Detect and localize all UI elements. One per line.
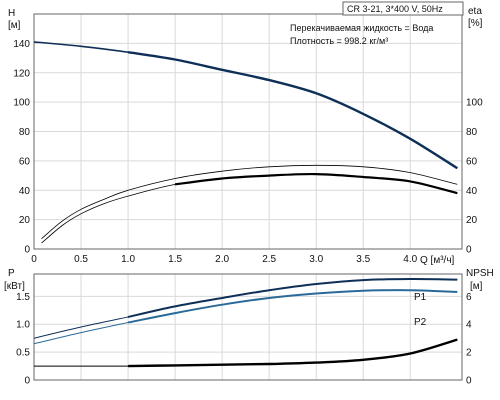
top-left-tick-label: 140 <box>13 39 30 50</box>
series-line-eta_upper <box>41 164 458 240</box>
x-tick-label: 4.0 <box>403 254 417 265</box>
top-left-tick-label: 60 <box>19 156 31 167</box>
series-line-head <box>33 41 458 169</box>
series-label-p1: P1 <box>414 292 427 303</box>
top-left-tick-label: 120 <box>13 68 30 79</box>
bottom-plot-frame <box>33 273 463 381</box>
model-label-box <box>342 1 464 16</box>
top-right-tick-label: 60 <box>466 156 478 167</box>
top-right-axis-label-2: [%] <box>468 18 483 29</box>
top-left-ticks: 0 20 40 60 80 100 120 140 <box>13 39 30 256</box>
top-right-tick-label: 100 <box>466 98 483 109</box>
top-left-tick-label: 40 <box>19 186 31 197</box>
series-line-p2 <box>33 289 458 345</box>
series-label-p2: P2 <box>414 317 427 328</box>
info-line-fluid: Перекачиваемая жидкость = Вода <box>290 23 433 33</box>
bottom-right-tick-label: 0 <box>466 376 472 387</box>
bottom-left-axis-label-1: P <box>8 268 15 279</box>
top-right-tick-label: 20 <box>466 215 478 226</box>
x-axis-label: Q [м³/ч] <box>420 255 455 266</box>
top-panel: 0 20 40 60 80 100 120 140 0 20 40 60 80 100 0 0.5 1.0 1… <box>8 1 483 266</box>
series-line-p1-operating <box>127 277 458 318</box>
top-x-ticks: 0 0.5 1.0 1.5 2.0 2.5 3.0 3.5 4.0 <box>31 254 417 265</box>
series-line-npsh-operating <box>128 338 458 368</box>
top-left-axis-label-2: [м] <box>8 20 21 31</box>
bottom-right-tick-label: 4 <box>466 320 472 331</box>
top-plot-frame <box>33 13 463 250</box>
series-line-p2-operating <box>127 289 458 324</box>
model-label: CR 3-21, 3*400 V, 50Hz <box>347 4 443 14</box>
bottom-curves <box>33 277 458 368</box>
top-left-axis-label-1: H <box>8 8 15 19</box>
x-tick-label: 2.0 <box>215 254 229 265</box>
x-tick-label: 0 <box>31 254 37 265</box>
bottom-left-axis-label-2: [кВт] <box>4 281 25 292</box>
series-line-head-operating <box>127 51 458 170</box>
x-tick-label: 2.5 <box>262 254 276 265</box>
x-tick-label: 0.5 <box>74 254 88 265</box>
x-tick-label: 1.5 <box>168 254 182 265</box>
bottom-right-axis-label-2: [м] <box>470 281 483 292</box>
top-curves <box>33 41 458 244</box>
top-right-tick-label: 0 <box>466 245 472 256</box>
x-tick-label: 1.0 <box>121 254 135 265</box>
bottom-right-axis-label-1: NPSH <box>466 268 494 279</box>
info-line-density: Плотность = 998.2 кг/м³ <box>290 36 388 46</box>
bottom-left-tick-label: 1.5 <box>16 292 30 303</box>
bottom-left-tick-label: 0 <box>24 376 30 387</box>
top-left-tick-label: 80 <box>19 127 31 138</box>
top-left-tick-label: 100 <box>13 98 30 109</box>
top-right-tick-label: 80 <box>466 127 478 138</box>
top-left-tick-label: 0 <box>24 245 30 256</box>
bottom-right-ticks: 0 2 4 6 <box>466 292 472 387</box>
bottom-right-tick-label: 6 <box>466 292 472 303</box>
x-tick-label: 3.0 <box>309 254 323 265</box>
series-line-eta-operating <box>174 172 458 195</box>
bottom-right-tick-label: 2 <box>466 348 472 359</box>
bottom-left-ticks: 0 0.5 1.0 1.5 <box>16 292 30 387</box>
series-line-npsh <box>33 339 458 367</box>
top-right-ticks: 0 20 40 60 80 100 <box>466 98 483 256</box>
top-right-axis-label-1: eta <box>468 6 482 17</box>
bottom-left-tick-label: 1.0 <box>16 320 30 331</box>
bottom-panel: 0 0.5 1.0 1.5 0 2 4 6 P [кВт] NPSH [м] P1 P2 <box>4 268 494 387</box>
top-right-tick-label: 40 <box>466 186 478 197</box>
x-tick-label: 3.5 <box>356 254 370 265</box>
series-line-eta_lower <box>41 173 458 244</box>
top-left-tick-label: 20 <box>19 215 31 226</box>
bottom-left-tick-label: 0.5 <box>16 348 30 359</box>
